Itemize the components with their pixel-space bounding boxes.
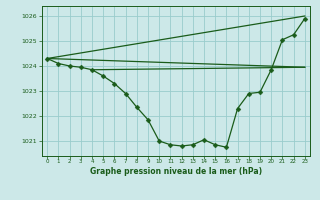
X-axis label: Graphe pression niveau de la mer (hPa): Graphe pression niveau de la mer (hPa) [90, 167, 262, 176]
